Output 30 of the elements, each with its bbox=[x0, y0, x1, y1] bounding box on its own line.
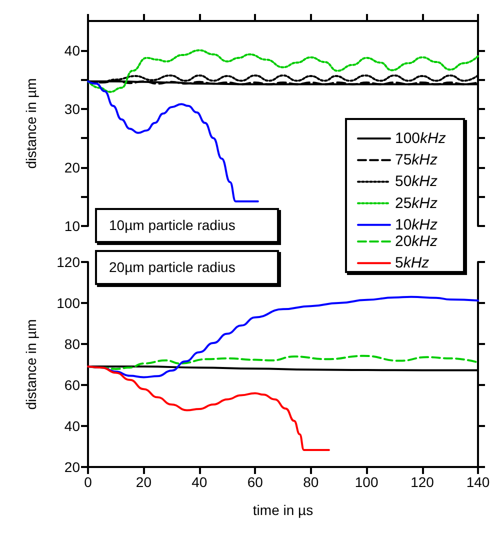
y-tick-label: 10 bbox=[64, 218, 80, 234]
x-tick-label: 20 bbox=[136, 474, 152, 490]
x-tick-label: 60 bbox=[247, 474, 264, 490]
x-tick-label: 0 bbox=[84, 474, 92, 490]
legend-label: 5kHz bbox=[395, 254, 430, 272]
x-tick-label: 120 bbox=[410, 474, 434, 490]
label-box: 20µm particle radius bbox=[95, 250, 279, 285]
y-tick-label: 40 bbox=[64, 418, 80, 434]
legend-label: 75kHz bbox=[395, 152, 438, 169]
y-tick-label: 100 bbox=[56, 295, 80, 311]
y-axis-title: distance in µm bbox=[23, 319, 39, 410]
x-tick-label: 80 bbox=[303, 474, 319, 490]
legend-label: 25kHz bbox=[395, 194, 438, 212]
y-tick-label: 30 bbox=[64, 100, 80, 117]
legend-label: 20kHz bbox=[395, 233, 438, 250]
y-tick-label: 80 bbox=[64, 336, 80, 352]
legend-label: 10kHz bbox=[395, 216, 438, 234]
x-tick-label: 40 bbox=[192, 474, 208, 490]
label-box: 10µm particle radius bbox=[95, 208, 279, 243]
y-axis-title: distance in µm bbox=[23, 78, 39, 169]
x-axis-title: time in µs bbox=[252, 502, 314, 518]
y-tick-label: 40 bbox=[64, 42, 80, 58]
legend-label: 100kHz bbox=[395, 130, 446, 147]
x-tick-label: 140 bbox=[466, 474, 490, 490]
y-tick-label: 20 bbox=[64, 459, 80, 475]
y-tick-label: 120 bbox=[56, 254, 80, 270]
y-tick-label: 60 bbox=[64, 377, 80, 393]
legend-label: 50kHz bbox=[395, 173, 438, 190]
y-tick-label: 20 bbox=[64, 159, 80, 176]
x-tick-label: 100 bbox=[354, 474, 378, 490]
